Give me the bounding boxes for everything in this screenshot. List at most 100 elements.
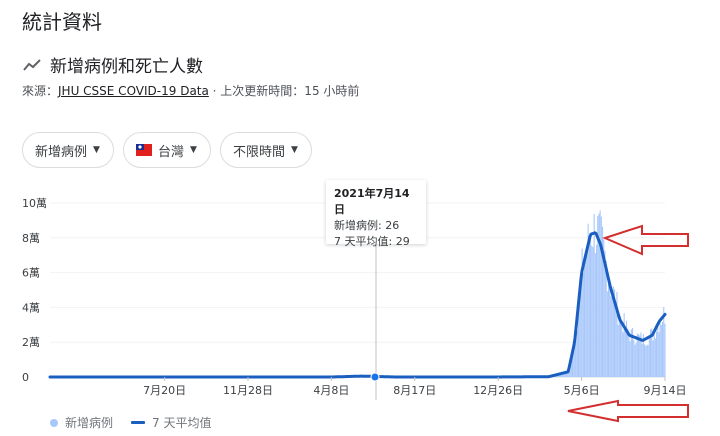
new-cases-bar [588,241,590,377]
caret-down-icon: ▼ [93,145,100,155]
new-cases-bar [603,239,605,377]
new-cases-bar [617,324,619,377]
legend-label-average: 7 天平均值 [152,416,212,430]
taiwan-flag-icon [136,144,152,156]
new-cases-bar [660,325,662,377]
new-cases-bar [609,285,611,377]
annotation-arrow-peak [602,224,689,256]
x-tick-label: 12月26日 [473,384,523,397]
x-tick-label: 4月8日 [313,384,349,397]
new-cases-bar [605,260,607,377]
new-cases-bar [654,338,656,377]
time-range-dropdown[interactable]: 不限時間 ▼ [220,132,312,168]
new-cases-bar [560,374,562,377]
x-tick-label: 9月14日 [644,384,687,397]
caret-down-icon: ▼ [190,145,197,155]
new-cases-bar [610,296,612,377]
page-title: 統計資料 [22,10,102,34]
line-icon [131,421,146,424]
legend-item-new-cases[interactable]: 新增病例 [50,414,113,431]
new-cases-bar [639,335,641,377]
new-cases-bar [572,357,574,377]
new-cases-bar [624,327,626,377]
new-cases-bar [575,339,577,377]
y-tick-label: 2萬 [22,336,40,349]
legend-item-average[interactable]: 7 天平均值 [131,414,211,431]
new-cases-bar [597,216,599,377]
new-cases-bar [570,358,572,377]
new-cases-bar [612,286,614,377]
new-cases-bar [573,351,575,377]
new-cases-bar [611,293,613,377]
new-cases-bar [657,324,659,377]
update-time: · 上次更新時間：15 小時前 [208,84,360,98]
new-cases-bar [574,343,576,377]
tooltip-average: 7 天平均值: 29 [334,235,410,248]
dot-icon [50,418,58,427]
new-cases-bar [602,226,604,377]
source-prefix: 來源： [22,84,59,98]
new-cases-bar [633,340,635,377]
new-cases-bar [627,328,629,377]
new-cases-bar [662,321,664,377]
new-cases-bar [650,329,652,377]
new-cases-bar [652,340,654,377]
new-cases-bar [628,333,630,377]
new-cases-bar [596,244,598,377]
new-cases-bar [578,309,580,377]
x-tick-label: 5月6日 [564,384,600,397]
new-cases-bar [653,331,655,377]
y-tick-label: 0 [22,371,29,384]
new-cases-bar [622,332,624,377]
y-tick-label: 6萬 [22,267,40,280]
new-cases-bar [579,287,581,377]
metric-dropdown[interactable]: 新增病例 ▼ [22,132,114,168]
new-cases-bar [586,252,588,377]
new-cases-bar [640,332,642,377]
y-tick-label: 10萬 [22,197,47,210]
new-cases-bar [562,373,564,377]
caret-down-icon: ▼ [291,145,298,155]
new-cases-bar [632,327,634,377]
new-cases-bar [608,282,610,377]
legend: 新增病例 7 天平均值 [50,414,211,431]
tooltip: 2021年7月14日 新增病例: 26 7 天平均值: 29 [326,180,426,248]
avg-line [48,231,667,379]
new-cases-bar [576,330,578,377]
new-cases-bar [636,333,638,377]
new-cases-bar [629,341,631,377]
section-title: 新增病例和死亡人數 [50,57,203,77]
new-cases-bar [566,372,568,377]
metric-label: 新增病例 [35,144,88,160]
new-cases-bar [564,372,566,377]
location-dropdown[interactable]: 台灣 ▼ [123,132,211,168]
new-cases-bar [567,371,569,377]
new-cases-bar [582,273,584,377]
new-cases-bar [623,313,625,377]
new-cases-bar [590,236,592,377]
new-cases-bar [604,250,606,377]
y-tick-label: 4萬 [22,301,40,314]
new-cases-bar [616,291,618,377]
new-cases-bar [580,276,582,377]
new-cases-bar [656,331,658,377]
new-cases-bar [587,223,589,377]
source-line: 來源：JHU CSSE COVID-19 Data · 上次更新時間：15 小時… [22,82,359,99]
tooltip-date: 2021年7月14日 [334,187,410,216]
new-cases-bar [581,248,583,377]
time-range-label: 不限時間 [233,144,286,160]
source-link[interactable]: JHU CSSE COVID-19 Data [58,84,209,98]
new-cases-bar [600,216,602,377]
y-tick-label: 8萬 [22,232,40,245]
new-cases-bar [593,213,595,377]
new-cases-bar [634,344,636,377]
new-cases-bar [648,335,650,377]
new-cases-bar [630,329,632,377]
new-cases-bar [599,210,601,377]
tooltip-new-cases: 新增病例: 26 [334,219,400,232]
legend-label-new-cases: 新增病例 [65,416,114,430]
new-cases-bar [568,371,570,377]
new-cases-bar [664,323,666,377]
section-header: 新增病例和死亡人數 [22,52,203,77]
new-cases-bar [569,363,571,377]
